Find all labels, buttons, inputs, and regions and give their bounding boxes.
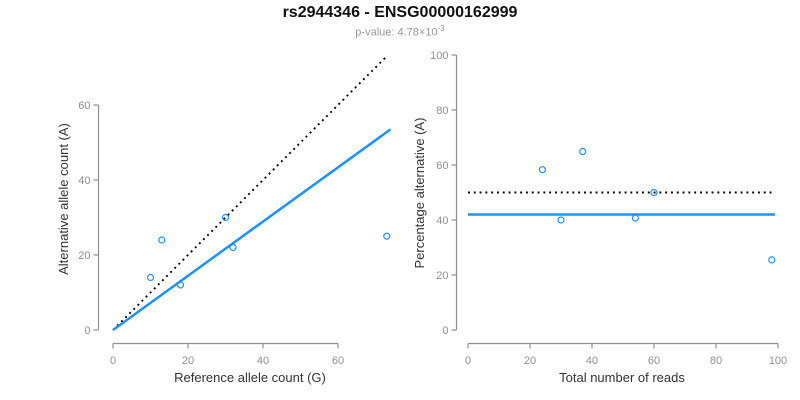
data-point: [158, 236, 166, 244]
pvalue-exponent: -3: [437, 24, 445, 33]
y-tick-label: 0: [442, 325, 448, 337]
x-tick-label: 60: [648, 355, 660, 367]
pvalue-text: p-value: 4.78×10: [355, 26, 438, 39]
data-point: [383, 232, 391, 240]
x-tick-label: 0: [465, 355, 471, 367]
x-tick-label: 0: [110, 355, 116, 367]
y-tick-label: 20: [78, 250, 90, 262]
data-point: [650, 188, 658, 197]
y-tick-label: 80: [436, 105, 448, 117]
x-axis-title: Reference allele count (G): [174, 370, 326, 385]
x-tick-label: 60: [332, 355, 344, 367]
data-point: [146, 273, 155, 282]
identity-line: [112, 55, 388, 331]
y-tick-label: 100: [430, 50, 448, 62]
data-point: [221, 213, 230, 222]
data-point: [768, 256, 776, 264]
figure-subtitle: p-value: 4.78×10-3: [0, 24, 800, 39]
x-tick-label: 40: [586, 355, 598, 367]
fit-line: [112, 128, 392, 332]
data-point: [557, 216, 565, 224]
y-tick-label: 60: [78, 100, 90, 112]
x-tick-label: 20: [182, 355, 194, 367]
data-point: [229, 243, 237, 252]
y-tick-label: 60: [436, 160, 448, 172]
y-tick-label: 40: [436, 215, 448, 227]
x-tick-label: 100: [769, 355, 787, 367]
data-point: [579, 147, 587, 156]
y-tick-label: 0: [84, 325, 90, 337]
data-point: [176, 281, 185, 289]
y-axis-title: Percentage alternative (A): [412, 117, 427, 268]
data-point: [538, 166, 547, 174]
x-tick-label: 40: [257, 355, 269, 367]
y-tick-label: 40: [78, 175, 90, 187]
x-tick-label: 20: [524, 355, 536, 367]
x-tick-label: 80: [710, 355, 722, 367]
data-point: [631, 214, 640, 222]
y-axis-title: Alternative allele count (A): [56, 123, 71, 275]
figure-title: rs2944346 - ENSG00000162999: [282, 4, 518, 21]
x-axis-title: Total number of reads: [559, 370, 685, 385]
y-tick-label: 20: [436, 270, 448, 282]
